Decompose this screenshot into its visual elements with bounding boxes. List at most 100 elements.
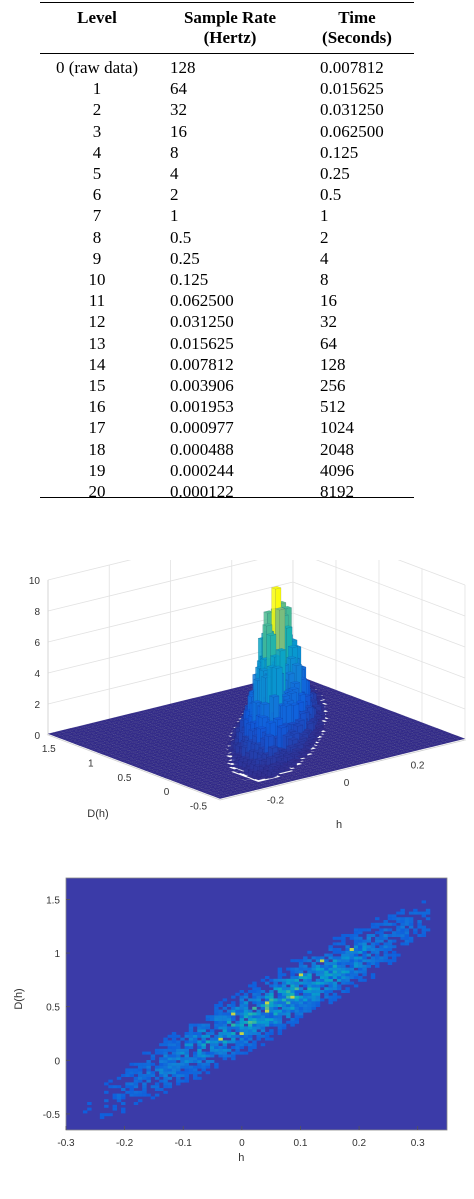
heatmap-cell	[400, 942, 405, 946]
heatmap-cell	[277, 984, 283, 988]
heatmap-cell	[277, 1004, 283, 1007]
heatmap-cell	[260, 1018, 266, 1021]
heatmap-cell	[222, 1054, 228, 1058]
header-time-line1: Time	[338, 8, 376, 27]
y-axis-label: D(h)	[13, 988, 25, 1009]
row-rate: 32	[170, 100, 187, 120]
heatmap-cell	[252, 1026, 257, 1030]
heatmap-cell	[269, 1032, 274, 1035]
heatmap-cell	[408, 925, 414, 929]
heatmap-cell	[290, 1020, 295, 1024]
heatmap-cell	[370, 973, 376, 977]
heatmap-cell	[180, 1057, 185, 1061]
heatmap-cell	[358, 964, 363, 968]
heatmap-cell	[231, 1054, 236, 1058]
heatmap-cell	[404, 939, 410, 943]
heatmap-cell	[277, 1018, 283, 1021]
heatmap-cell	[231, 1009, 236, 1013]
heatmap-cell	[133, 1079, 139, 1083]
heatmap-cell	[239, 1023, 244, 1027]
heatmap-cell	[286, 995, 291, 999]
row-level: 1	[92, 79, 102, 99]
heatmap-cell	[159, 1043, 164, 1047]
table-header-rule	[40, 53, 414, 54]
heatmap-cell	[336, 967, 342, 971]
heatmap-cell	[269, 978, 274, 982]
heatmap-cell	[286, 1009, 291, 1013]
heatmap-cell	[421, 925, 427, 929]
heatmap-cell	[264, 995, 270, 999]
heatmap-cell	[243, 1004, 249, 1007]
heatmap-cell	[209, 1032, 215, 1035]
heatmap-cell	[248, 1048, 253, 1052]
heatmap-cell	[425, 908, 431, 912]
heatmap-cell	[133, 1085, 139, 1089]
row-time: 1	[320, 206, 329, 226]
heatmap-cell	[171, 1043, 177, 1047]
heatmap-cells	[82, 900, 431, 1119]
heatmap-cell	[239, 1046, 244, 1049]
row-rate: 16	[170, 121, 187, 141]
heatmap-cell	[264, 1032, 270, 1035]
heatmap-cell	[252, 1043, 257, 1047]
heatmap-cell	[294, 959, 300, 963]
heatmap-cell	[231, 1012, 236, 1016]
heatmap-cell	[273, 978, 278, 982]
heatmap-cell	[328, 970, 333, 974]
heatmap-cell	[336, 959, 342, 963]
heatmap-cell	[417, 911, 422, 915]
heatmap-cell	[180, 1079, 185, 1083]
heatmap-cell	[277, 1015, 283, 1019]
heatmap-cell	[421, 900, 427, 904]
heatmap-cell	[277, 992, 283, 996]
heatmap-cell	[252, 1001, 257, 1005]
heatmap-cell	[108, 1079, 113, 1083]
heatmap-cell	[260, 1006, 266, 1010]
heatmap-cell	[303, 956, 308, 960]
heatmap-cell	[167, 1043, 173, 1047]
heatmap-cell	[222, 1020, 228, 1024]
heatmap-cell	[387, 922, 393, 926]
heatmap-cell	[324, 976, 329, 979]
heatmap-cell	[328, 998, 333, 1002]
heatmap-cell	[277, 1029, 283, 1033]
table-row: 18 0.000488 2048	[40, 439, 414, 461]
heatmap-cell	[239, 1026, 244, 1030]
heatmap-cell	[137, 1093, 143, 1097]
heatmap-cell	[248, 1026, 253, 1030]
heatmap-cell	[150, 1096, 156, 1100]
heatmap-cell	[176, 1034, 181, 1038]
heatmap-cell	[218, 1020, 223, 1024]
heatmap-cell	[277, 967, 283, 971]
heatmap-cell	[328, 956, 333, 960]
heatmap-cell	[294, 981, 300, 985]
heatmap-cell	[366, 936, 371, 940]
heatmap-cell	[400, 911, 405, 915]
heatmap-cell	[425, 917, 431, 921]
heatmap-cell	[214, 1048, 219, 1052]
heatmap-cell	[311, 995, 316, 999]
heatmap-cell	[315, 973, 321, 977]
heatmap-cell	[142, 1074, 147, 1077]
heatmap-cell	[176, 1074, 181, 1077]
heatmap-cell	[163, 1074, 168, 1077]
row-time: 0.007812	[320, 58, 384, 77]
heatmap-cell	[281, 987, 287, 991]
heatmap-cell	[281, 995, 287, 999]
row-time: 0.015625	[320, 79, 384, 99]
heatmap-cell	[146, 1093, 151, 1097]
heatmap-cell	[336, 987, 342, 991]
heatmap-cell	[243, 1029, 249, 1033]
heatmap-cell	[290, 1009, 295, 1013]
heatmap-cell	[252, 1006, 257, 1010]
heatmap-cell	[163, 1057, 168, 1061]
heatmap-cell	[294, 998, 300, 1002]
y-tick-label: 1.5	[46, 895, 60, 906]
heatmap-cell	[328, 976, 333, 979]
heatmap-cell	[345, 956, 350, 960]
heatmap-cell	[400, 922, 405, 926]
heatmap-cell	[358, 936, 363, 940]
heatmap-cell	[167, 1046, 173, 1049]
heatmap-cell	[383, 922, 388, 926]
header-rate-line1: Sample Rate	[183, 8, 277, 27]
